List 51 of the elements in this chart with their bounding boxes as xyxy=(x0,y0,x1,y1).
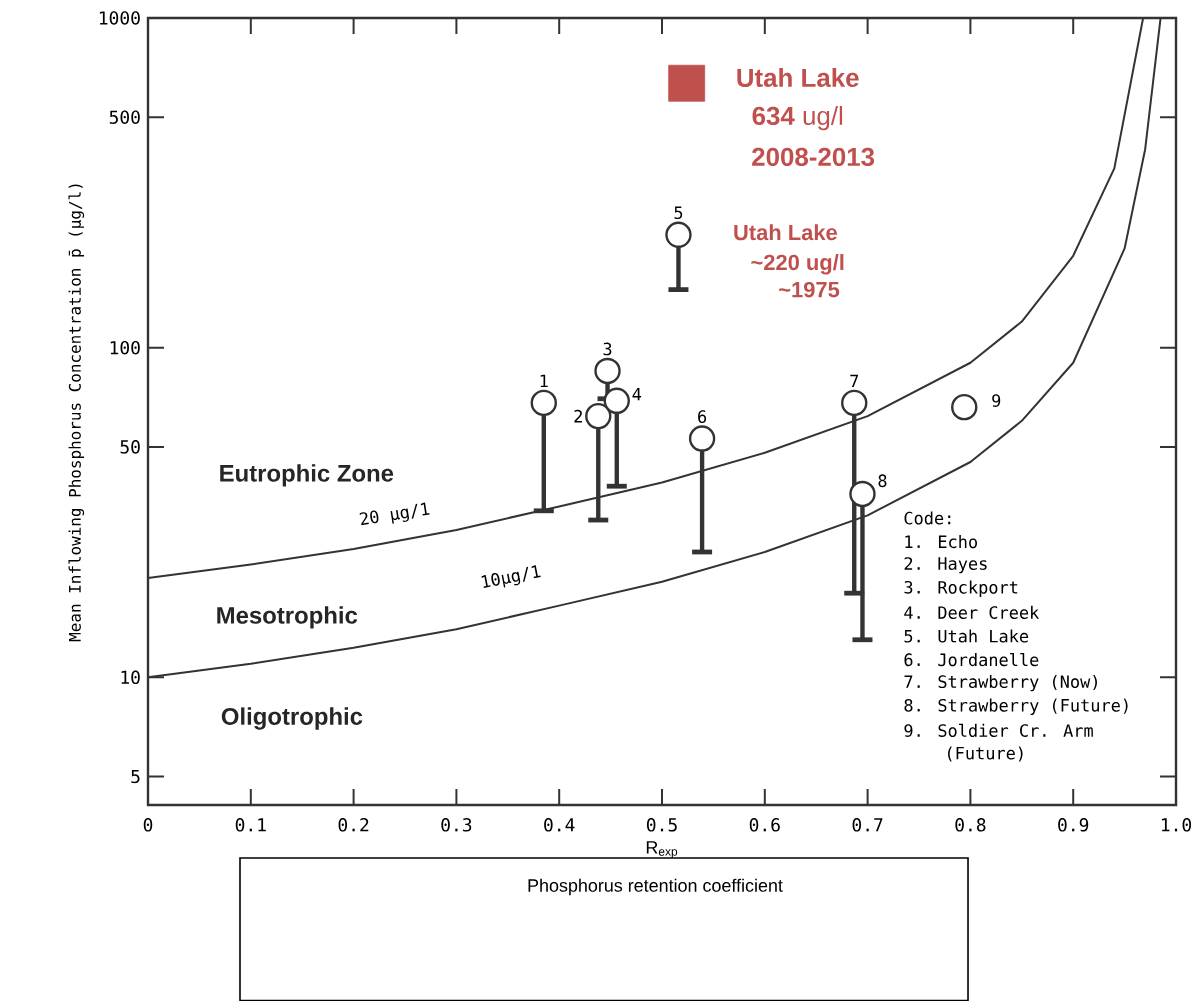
y-axis-title: Mean Inflowing Phosphorus Concentration p̄ (µg/l) xyxy=(68,184,85,642)
y-tick-label: 100 xyxy=(110,340,140,355)
annotation: 1. Echo xyxy=(905,535,977,549)
x-tick-label: 0.5 xyxy=(646,818,677,832)
annotation: 2 xyxy=(574,409,582,423)
y-tick-label: 5 xyxy=(131,769,140,784)
annotation: 20 µg/1 xyxy=(359,502,430,526)
annotation: 6. Jordanelle xyxy=(904,652,1039,667)
annotation: 10µg/1 xyxy=(481,565,541,588)
x-tick-label: 0.2 xyxy=(338,818,369,832)
annotation: (Future) xyxy=(948,746,1023,762)
annotation: 7 xyxy=(850,374,859,388)
y-tick-label: 50 xyxy=(120,440,140,454)
x-axis-title: R$_{exp}$ xyxy=(646,841,678,859)
annotation: 4. Deer Creek xyxy=(904,605,1040,619)
annotation: 9. Soldier Cr. Arm xyxy=(904,723,1093,737)
x-tick-label: 0.3 xyxy=(441,818,472,832)
text: Phosphorus retention coefficient xyxy=(528,878,783,896)
annotation: Oligotrophic xyxy=(221,707,363,730)
annotation: 3. Rockport xyxy=(904,580,1018,598)
annotation: 5. Utah Lake xyxy=(904,629,1029,643)
y-tick-label: 500 xyxy=(109,110,140,125)
annotation: 9 xyxy=(992,394,1001,407)
x-tick-label: 0.4 xyxy=(544,818,575,832)
annotation: 5 xyxy=(674,206,683,220)
annotation: Utah Lake xyxy=(737,67,859,87)
annotation: Mesotrophic xyxy=(217,606,358,629)
y-tick-label: 10 xyxy=(121,670,140,685)
annotation: 6 xyxy=(698,410,707,423)
annotation: Code: xyxy=(904,511,951,525)
x-tick-label: 0.1 xyxy=(235,818,266,832)
annotation: ~1975 xyxy=(779,281,840,298)
annotation: 7. Strawberry (Now) xyxy=(904,674,1097,692)
annotation: 1 xyxy=(540,374,548,388)
annotation: Utah Lake xyxy=(734,224,837,241)
annotation: ~220 ug/l xyxy=(751,254,844,275)
x-tick-label: 1.0 xyxy=(1161,818,1192,832)
annotation: 8. Strawberry (Future) xyxy=(904,698,1128,715)
x-tick-label: 0.7 xyxy=(852,818,883,832)
annotation: 2008-2013 xyxy=(752,147,875,167)
x-tick-label: 0.9 xyxy=(1058,818,1089,832)
x-tick-label: 0.8 xyxy=(955,818,986,832)
annotation: 634 ug/l xyxy=(752,106,843,131)
annotation: 2. Hayes xyxy=(904,557,987,574)
annotation: 8 xyxy=(878,474,887,488)
annotation: 4 xyxy=(632,388,642,401)
annotation: 3 xyxy=(603,342,612,356)
annotation: Eutrophic Zone xyxy=(220,464,394,487)
x-tick-label: 0 xyxy=(143,818,153,832)
x-tick-label: 0.6 xyxy=(749,818,780,832)
y-tick-label: 1000 xyxy=(99,11,140,25)
